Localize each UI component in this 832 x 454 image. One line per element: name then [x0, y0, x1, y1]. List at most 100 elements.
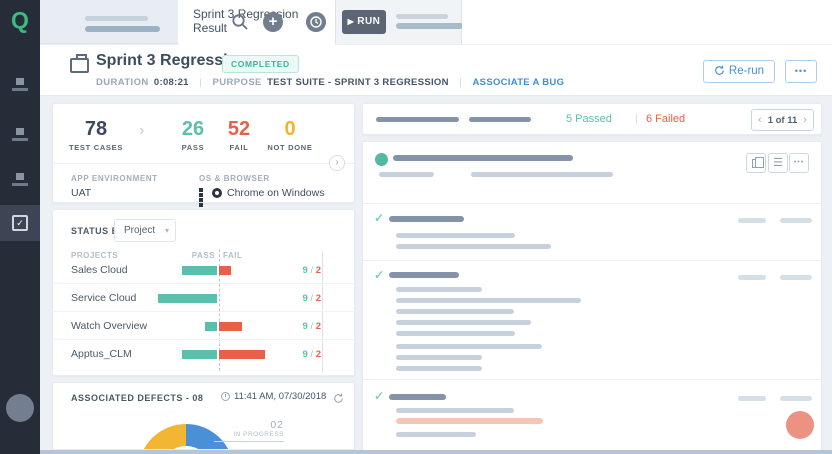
redacted-bar [396, 14, 448, 19]
redacted-pill [780, 275, 812, 280]
add-icon[interactable]: + [263, 12, 283, 32]
copy-button[interactable] [746, 153, 766, 173]
tab-placeholder-1[interactable] [55, 0, 178, 44]
project-row[interactable]: Service Cloud 9 / 2 [53, 284, 354, 312]
redacted-pill [738, 396, 766, 401]
redacted-bar [471, 172, 613, 177]
redacted-bar [389, 272, 459, 278]
center-axis [219, 249, 220, 371]
clock-glyph [310, 16, 322, 28]
tab-bar: Sprint 3 Regression Result + ▶ RUN [40, 0, 832, 45]
redacted-bar [376, 117, 459, 122]
notdone-value: 0 [284, 118, 296, 140]
copy-icon [752, 157, 764, 168]
history-clock-icon[interactable] [306, 12, 326, 32]
redacted-bar [389, 216, 464, 222]
project-row[interactable]: Watch Overview 9 / 2 [53, 312, 354, 340]
status-by-label: STATUS BY [71, 226, 126, 236]
sidebar-item-reports[interactable] [0, 167, 40, 201]
pass-fail-values: 9 / 2 [302, 349, 321, 360]
page-prev-icon[interactable]: ‹ [758, 114, 762, 126]
check-icon: ✓ [374, 211, 385, 225]
page-indicator: 1 of 11 [767, 115, 798, 126]
stat-fail: 52 FAIL [214, 118, 264, 152]
redacted-bar [396, 23, 463, 29]
expand-chevron-icon[interactable]: › [329, 155, 345, 171]
topbar-right [462, 0, 832, 44]
redacted-bar [396, 355, 482, 360]
fail-label: FAIL [229, 143, 249, 152]
redacted-bar [396, 432, 476, 437]
defects-timestamp: 11:41 AM, 07/30/2018 [234, 391, 327, 402]
right-axis [322, 251, 323, 373]
status-badge: COMPLETED [222, 55, 299, 73]
window-bottom-edge [40, 450, 832, 454]
os-browser-value: Chrome on Windows [227, 187, 325, 199]
redacted-bar [85, 26, 160, 32]
redacted-pill [780, 396, 812, 401]
floating-action-avatar[interactable] [786, 411, 814, 439]
duration-label: DURATION [96, 77, 149, 88]
test-step-row[interactable]: ✓ [363, 204, 821, 261]
status-by-dropdown[interactable]: Project ▾ [114, 219, 176, 242]
clock-icon [221, 392, 230, 401]
project-row[interactable]: Apptus_CLM 9 / 2 [53, 340, 354, 368]
redacted-bar [396, 244, 551, 249]
project-name: Sales Cloud [71, 264, 128, 276]
summary-card: 78 TEST CASES › 26 PASS 52 FAIL 0 NOT DO… [52, 103, 355, 207]
redacted-bar [396, 331, 515, 336]
rerun-button[interactable]: Re-run [703, 60, 775, 83]
page-next-icon[interactable]: › [803, 114, 807, 126]
defects-title: ASSOCIATED DEFECTS - 08 [71, 393, 204, 403]
redacted-bar [396, 233, 515, 238]
callout-label: IN PROGRESS [233, 431, 284, 438]
search-icon[interactable] [231, 13, 249, 31]
passed-count: 5 Passed [566, 113, 612, 125]
results-header-card: 5 Passed | 6 Failed ‹ 1 of 11 › [362, 103, 822, 135]
stat-pass: 26 PASS [168, 118, 218, 152]
environment-section: APP ENVIRONMENT UAT OS & BROWSER Chrome … [53, 163, 354, 207]
sidebar: Q ✓ [0, 0, 40, 454]
sidebar-item-dashboard[interactable] [0, 72, 40, 106]
pagination: ‹ 1 of 11 › [751, 109, 814, 131]
redacted-bar [396, 366, 482, 371]
status-dot-icon [375, 153, 388, 166]
test-step-row[interactable]: ✓ [363, 380, 821, 450]
sidebar-item-executions-active[interactable]: ✓ [0, 205, 40, 241]
redacted-bar [396, 287, 482, 292]
stat-total: 78 TEST CASES [61, 118, 131, 152]
project-name: Apptus_CLM [71, 348, 132, 360]
pass-bar [158, 294, 217, 303]
check-icon: ✓ [374, 389, 385, 403]
screen-icon [12, 173, 28, 187]
dropdown-value: Project [124, 225, 156, 236]
project-name: Watch Overview [71, 320, 148, 332]
associate-bug-link[interactable]: ASSOCIATE A BUG [472, 77, 565, 88]
run-button[interactable]: ▶ RUN [342, 10, 386, 34]
sidebar-item-projects[interactable] [0, 122, 40, 156]
redacted-bar [396, 320, 531, 325]
associated-defects-card: ASSOCIATED DEFECTS - 08 11:41 AM, 07/30/… [52, 382, 355, 450]
os-browser-label: OS & BROWSER [199, 174, 270, 183]
more-options-button[interactable]: ••• [785, 60, 817, 83]
user-avatar[interactable] [6, 394, 34, 422]
redacted-pill [738, 218, 766, 223]
redacted-bar [85, 16, 148, 21]
env-value: UAT [71, 187, 92, 199]
row-more-button[interactable]: ••• [789, 153, 809, 173]
fail-value: 52 [227, 118, 251, 140]
redacted-bar [396, 408, 514, 413]
details-button[interactable]: ☰ [768, 153, 788, 173]
project-row[interactable]: Sales Cloud 9 / 2 [53, 256, 354, 284]
pass-fail-values: 9 / 2 [302, 293, 321, 304]
failed-count: 6 Failed [646, 113, 686, 125]
refresh-icon[interactable] [333, 391, 344, 409]
page-header: Sprint 3 Regression COMPLETED DURATION 0… [40, 45, 832, 96]
redacted-pill [780, 218, 812, 223]
redacted-bar [469, 117, 531, 122]
pass-bar [182, 350, 217, 359]
check-icon: ✓ [374, 268, 385, 282]
test-step-row[interactable]: ✓ [363, 261, 821, 380]
caret-down-icon: ▾ [164, 226, 169, 235]
qmetry-logo[interactable]: Q [11, 7, 29, 33]
